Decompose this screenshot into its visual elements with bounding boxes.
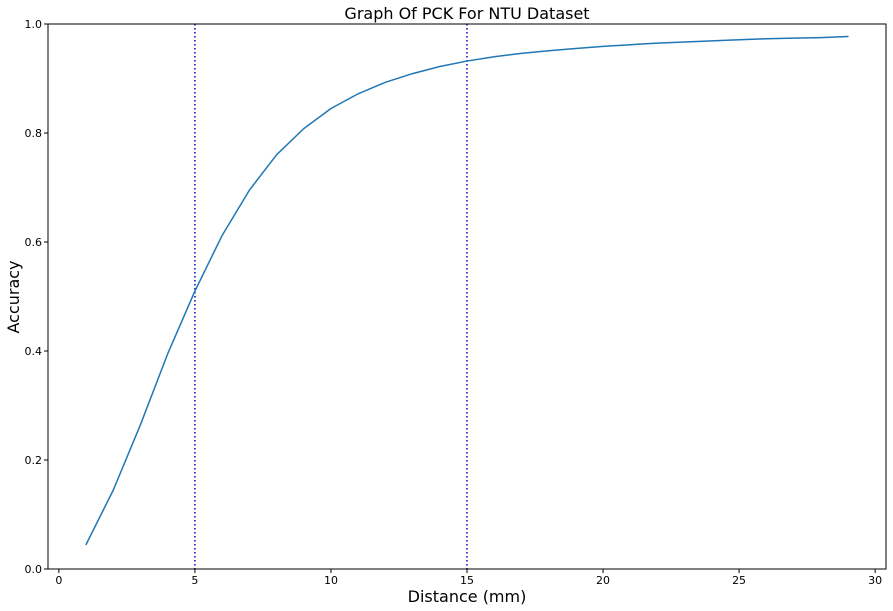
- y-tick-label: 0.4: [25, 345, 43, 358]
- series-line-0: [85, 35, 849, 546]
- x-tick-label: 20: [596, 574, 610, 587]
- reference-lines: [194, 24, 468, 569]
- x-tick-label: 25: [732, 574, 746, 587]
- x-tick-label: 30: [868, 574, 882, 587]
- y-tick-label: 0.0: [25, 563, 43, 576]
- x-tick-label: 10: [324, 574, 338, 587]
- x-axis-label: Distance (mm): [408, 587, 527, 606]
- x-axis-ticks: 0 5 10 15 20 25 30: [55, 569, 882, 587]
- chart-title: Graph Of PCK For NTU Dataset: [344, 4, 589, 23]
- y-tick-label: 1.0: [25, 18, 43, 31]
- y-tick-label: 0.6: [25, 236, 43, 249]
- y-tick-label: 0.8: [25, 127, 43, 140]
- series-layer: [85, 35, 849, 546]
- y-axis-ticks: 0.0 0.2 0.4 0.6 0.8 1.0: [25, 18, 48, 576]
- x-tick-label: 0: [55, 574, 62, 587]
- x-tick-label: 5: [191, 574, 198, 587]
- y-tick-label: 0.2: [25, 454, 43, 467]
- x-tick-label: 15: [460, 574, 474, 587]
- y-axis-label: Accuracy: [4, 260, 23, 333]
